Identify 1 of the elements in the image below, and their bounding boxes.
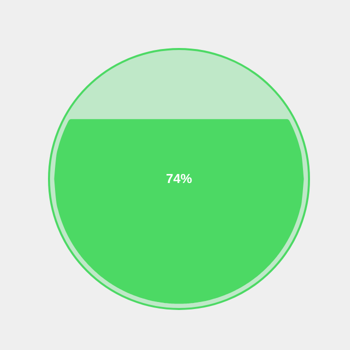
data-label: 74% xyxy=(166,171,192,186)
